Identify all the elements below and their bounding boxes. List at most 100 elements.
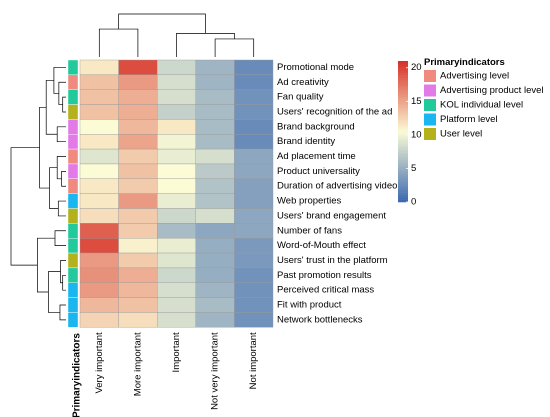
color-scale-step [398,84,408,88]
cell-users-brand-engagement-more-important [118,208,158,224]
cell-network-bottlenecks-important [156,312,196,328]
color-scale-step [398,82,408,85]
color-scale-tick-20: 20 [411,62,422,73]
color-scale-step [398,124,408,128]
color-scale-step [398,108,408,111]
dendrogram-branch [56,126,66,143]
cell-past-promotion-results-important [156,267,196,283]
annotation-product-universality [67,163,79,179]
color-scale-step [398,129,408,132]
annotation-fit-with-product [67,297,79,313]
dendrogram-branch [48,271,61,313]
color-scale-step [398,61,408,64]
column-label-more-important: More important [132,332,143,396]
row-label-word-of-mouth-effect: Word-of-Mouth effect [277,240,366,251]
color-scale-step [398,112,408,116]
row-label-perceived-critical-mass: Perceived critical mass [277,285,374,296]
cell-network-bottlenecks-not-very-important [195,312,235,328]
legend-swatch-advertising-level [424,70,436,82]
cell-duration-of-advertising-video-not-important [234,178,274,194]
color-scale-step [398,143,408,146]
cell-duration-of-advertising-video-more-important [118,178,158,194]
cell-users-brand-engagement-very-important [79,208,119,224]
cell-network-bottlenecks-very-important [79,312,119,328]
cell-number-of-fans-not-important [234,223,274,239]
cell-product-universality-important [156,163,196,179]
annotation-number-of-fans [67,223,79,239]
cell-past-promotion-results-not-important [234,267,274,283]
cell-network-bottlenecks-more-important [118,312,158,328]
cell-users-brand-engagement-not-very-important [195,208,235,224]
cell-users-recognition-of-the-ad-important [156,104,196,120]
color-scale-step [398,89,408,92]
dendrogram-branch [53,67,66,94]
row-label-brand-identity: Brand identity [277,136,335,147]
cell-users-brand-engagement-not-important [234,208,274,224]
color-scale-step [398,136,408,139]
annotation-promotional-mode [67,59,79,76]
cell-brand-background-important [156,119,196,135]
cell-promotional-mode-not-very-important [195,59,235,76]
row-label-past-promotion-results: Past promotion results [277,270,372,281]
color-scale-step [398,96,408,99]
cell-perceived-critical-mass-more-important [118,282,158,298]
cell-number-of-fans-more-important [118,223,158,239]
cell-users-trust-in-the-platform-important [156,252,196,269]
dendrogram-branch [59,304,66,321]
dendrogram-branch [61,171,66,187]
cell-product-universality-more-important [118,163,158,179]
row-label-duration-of-advertising-video: Duration of advertising video [277,181,397,192]
cell-duration-of-advertising-video-not-very-important [195,178,235,194]
row-dendrogram [10,67,66,321]
cell-word-of-mouth-effect-more-important [118,237,158,254]
color-scale-step [398,98,408,102]
cell-users-trust-in-the-platform-not-important [234,252,274,269]
color-scale-step [398,65,408,69]
legend-label-advertising-product-level: Advertising product level [440,85,544,96]
cell-brand-identity-not-very-important [195,134,235,150]
color-scale-step [398,77,408,81]
cell-ad-creativity-important [156,74,196,90]
column-dendrogram [98,13,255,57]
color-scale-step [398,197,408,200]
cell-web-properties-more-important [118,193,158,209]
cell-users-brand-engagement-important [156,208,196,224]
cell-brand-background-very-important [79,119,119,135]
cell-users-trust-in-the-platform-more-important [118,252,158,269]
cell-fan-quality-not-important [234,89,274,105]
cell-users-recognition-of-the-ad-more-important [118,104,158,120]
color-scale-step [398,79,408,83]
dendrogram-branch [10,147,40,266]
cell-product-universality-not-very-important [195,163,235,179]
cell-ad-creativity-not-important [234,74,274,90]
color-scale-step [398,164,408,168]
color-scale-step [398,105,408,109]
row-labels: Promotional mode Ad creativity Fan quality… [277,62,397,325]
cell-fan-quality-not-very-important [195,89,235,105]
cell-fit-with-product-very-important [79,297,119,313]
color-scale-tick-15: 15 [411,96,422,107]
cell-ad-placement-time-very-important [79,148,119,165]
row-label-number-of-fans: Number of fans [277,225,342,236]
color-scale-step [398,192,408,196]
annotation-network-bottlenecks [67,312,79,328]
cell-web-properties-not-important [234,193,274,209]
cell-number-of-fans-not-very-important [195,223,235,239]
annotation-fan-quality [67,89,79,105]
color-scale-tick-5: 5 [411,163,416,174]
annotation-brand-identity [67,134,79,150]
color-scale-step [398,100,408,104]
color-scale-step [398,180,408,184]
dendrogram-branch [45,80,58,135]
color-scale-step [398,185,408,189]
cell-product-universality-not-important [234,163,274,179]
column-label-not-very-important: Not very important [210,332,221,410]
cell-product-universality-very-important [79,163,119,179]
cell-web-properties-not-very-important [195,193,235,209]
cell-number-of-fans-important [156,223,196,239]
color-scale-tick-0: 0 [411,197,416,208]
cell-fit-with-product-important [156,297,196,313]
color-scale-step [398,63,408,66]
legend-label-advertising-level: Advertising level [440,71,509,82]
